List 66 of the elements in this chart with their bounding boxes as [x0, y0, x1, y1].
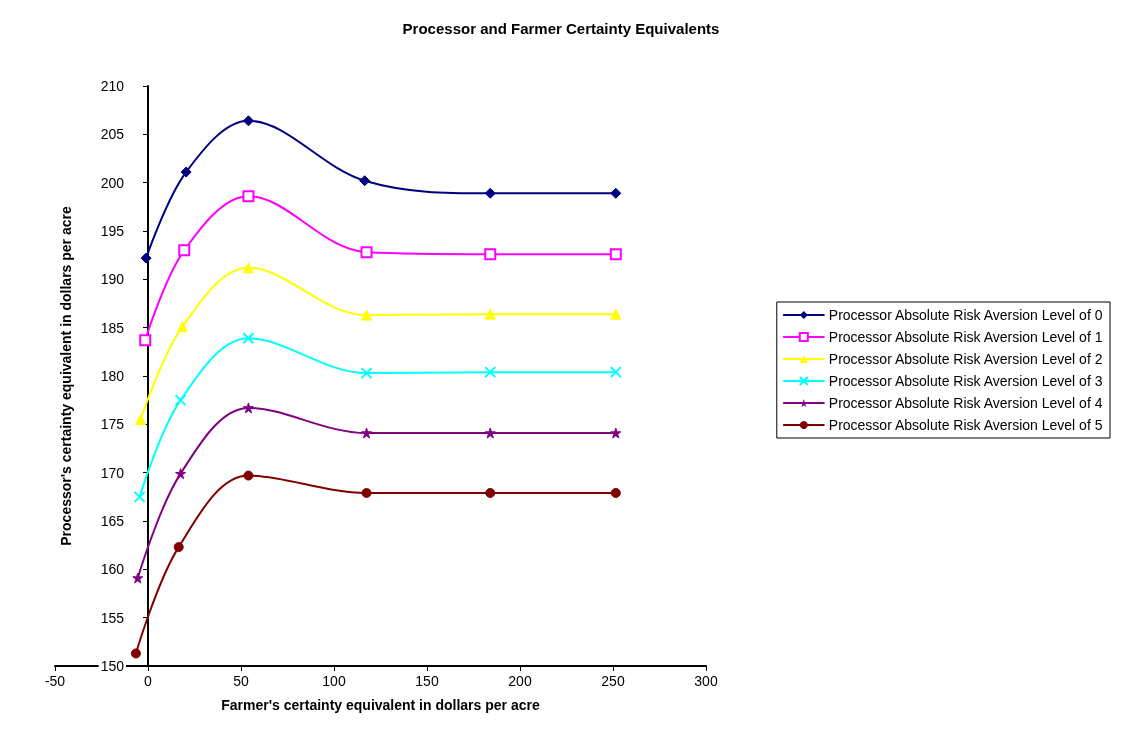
- legend-label: Processor Absolute Risk Aversion Level of 5: [828, 417, 1103, 433]
- y-tick-label: 155: [100, 609, 125, 626]
- point: [133, 490, 146, 503]
- point: [176, 321, 188, 333]
- point: [242, 262, 254, 274]
- y-tick-label: 190: [100, 271, 125, 288]
- y-tick-label: 165: [100, 513, 125, 529]
- x-tick-label: 100: [322, 673, 346, 689]
- point: [360, 367, 373, 380]
- y-tick-label: 205: [100, 126, 125, 143]
- x-tick-label: 200: [508, 673, 532, 689]
- point: [243, 470, 254, 481]
- legend-label: Processor Absolute Risk Aversion Level of 1: [828, 329, 1103, 345]
- y-tick-label: 170: [100, 464, 125, 481]
- point: [174, 394, 187, 407]
- point: [484, 248, 497, 261]
- y-tick-label: 160: [100, 561, 125, 578]
- point: [484, 187, 496, 199]
- y-tick-label: 180: [100, 368, 125, 384]
- legend-label: Processor Absolute Risk Aversion Level of 2: [828, 351, 1103, 367]
- y-axis-title: Processor's certainty equivalent in dollars per acre: [58, 206, 74, 546]
- x-axis-title: Farmer's certainty equivalent in dollars per acre: [221, 697, 540, 713]
- point: [242, 115, 254, 127]
- y-tick-label: 195: [100, 223, 125, 239]
- x-tick-label: 250: [601, 673, 625, 689]
- y-tick-label: 210: [100, 78, 125, 94]
- point: [139, 334, 152, 347]
- x-tick-label: 50: [233, 673, 249, 689]
- point: [242, 190, 255, 203]
- point: [484, 366, 497, 379]
- point: [361, 487, 372, 498]
- x-tick-label: 0: [144, 673, 153, 689]
- point: [359, 175, 371, 187]
- x-tick-label: 150: [415, 673, 439, 689]
- point: [130, 648, 141, 659]
- legend-label: Processor Absolute Risk Aversion Level of 0: [828, 307, 1103, 323]
- y-tick-label: 200: [100, 174, 125, 191]
- point: [180, 166, 192, 178]
- point: [610, 187, 622, 199]
- point: [175, 468, 187, 480]
- legend-label: Processor Absolute Risk Aversion Level of 3: [828, 373, 1103, 389]
- point: [484, 427, 496, 439]
- point: [610, 487, 621, 498]
- point: [484, 308, 496, 320]
- point: [140, 252, 152, 264]
- point: [360, 246, 373, 259]
- point: [610, 308, 622, 320]
- x-tick-label: 300: [694, 673, 718, 689]
- point: [609, 366, 622, 379]
- point: [242, 402, 254, 414]
- point: [610, 427, 622, 439]
- chart-title: Processor and Farmer Certainty Equivalents: [402, 20, 720, 37]
- point: [132, 572, 144, 584]
- point: [485, 487, 496, 498]
- point: [242, 332, 255, 345]
- point: [361, 427, 373, 439]
- x-tick-label: -50: [44, 673, 66, 689]
- point: [173, 542, 184, 553]
- legend-label: Processor Absolute Risk Aversion Level of 4: [828, 395, 1103, 411]
- point: [178, 244, 191, 257]
- point: [609, 248, 622, 261]
- y-tick-label: 150: [100, 658, 125, 674]
- point: [361, 309, 373, 321]
- y-tick-label: 185: [100, 319, 125, 336]
- y-tick-label: 175: [100, 416, 125, 433]
- point: [135, 414, 147, 425]
